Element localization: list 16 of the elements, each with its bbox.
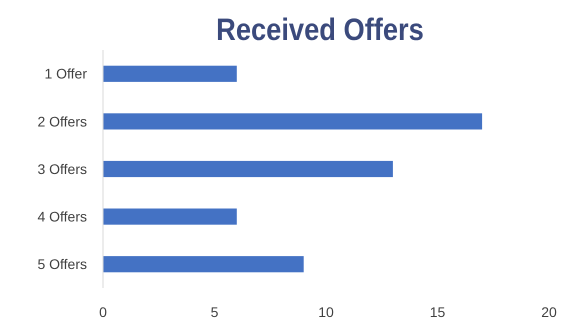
y-tick-label: 3 Offers [37, 160, 87, 177]
y-tick-label: 1 Offer [44, 66, 88, 82]
bar [103, 208, 237, 225]
bar [103, 256, 304, 272]
x-tick-label: 20 [541, 304, 557, 320]
bar [103, 66, 237, 82]
x-tick-label: 10 [318, 304, 334, 320]
bar [103, 160, 393, 178]
y-tick-label: 5 Offers [37, 256, 87, 272]
x-tick-label: 5 [210, 304, 219, 320]
x-tick-label: 15 [430, 304, 446, 320]
y-tick-label: 4 Offers [37, 208, 87, 224]
chart-title: Received Offers [216, 13, 424, 48]
bar [103, 113, 482, 130]
x-tick-label: 0 [99, 304, 108, 320]
y-tick-label: 2 Offers [37, 113, 87, 130]
